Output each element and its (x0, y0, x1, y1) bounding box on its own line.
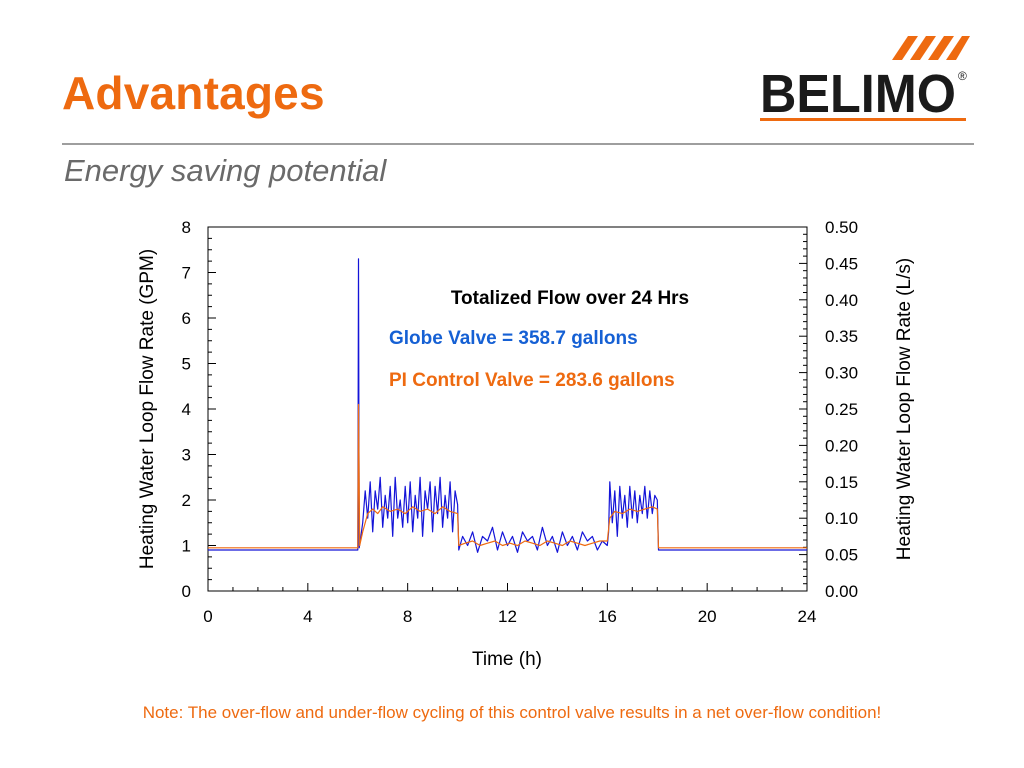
y-tick-label: 0 (182, 582, 191, 601)
plot-frame (207, 226, 808, 592)
y-tick-label: 7 (182, 264, 191, 283)
y-axis-label-right: Heating Water Loop Flow Rate (L/s) (894, 258, 915, 560)
series-line-pi (208, 403, 807, 549)
x-tick-label: 4 (303, 607, 312, 626)
annotation-heading: Totalized Flow over 24 Hrs (451, 288, 689, 309)
y2-tick-label: 0.35 (825, 327, 858, 346)
x-tick-label: 12 (498, 607, 517, 626)
y-tick-label: 1 (182, 537, 191, 556)
x-tick-label: 16 (598, 607, 617, 626)
y2-tick-label: 0.05 (825, 546, 858, 565)
logo-text: BELIMO (760, 64, 956, 124)
annotation-pi-valve: PI Control Valve = 283.6 gallons (389, 370, 675, 391)
y2-tick-label: 0.25 (825, 400, 858, 419)
flow-rate-chart: 0 4 8 12 16 20 240123456780.000.050.100.150.20… (137, 218, 915, 670)
y-tick-label: 4 (182, 400, 191, 419)
slide-title: Advantages (62, 67, 325, 119)
footnote: Note: The over-flow and under-flow cycli… (142, 703, 882, 722)
y2-tick-label: 0.15 (825, 473, 858, 492)
y2-tick-label: 0.45 (825, 254, 858, 273)
belimo-logo: BELIMO ® (760, 36, 970, 124)
y2-tick-label: 0.10 (825, 509, 858, 528)
logo-stripes-icon (892, 36, 970, 60)
y2-tick-label: 0.50 (825, 218, 858, 237)
y-tick-label: 6 (182, 309, 191, 328)
y2-tick-label: 0.30 (825, 364, 858, 383)
y-tick-label: 5 (182, 355, 191, 374)
annotation-globe-valve: Globe Valve = 358.7 gallons (389, 328, 638, 349)
logo-underline (760, 118, 966, 121)
series-lines (208, 258, 807, 553)
x-tick-label: 24 (798, 607, 817, 626)
axis-ticks: 0 4 8 12 16 20 240123456780.000.050.100.150.20… (182, 218, 859, 626)
x-axis-label: Time (h) (472, 649, 542, 670)
x-tick-label: 8 (403, 607, 412, 626)
y2-tick-label: 0.00 (825, 582, 858, 601)
y-tick-label: 2 (182, 491, 191, 510)
title-divider (62, 143, 974, 145)
x-tick-label: 0 (203, 607, 212, 626)
logo-registered-mark: ® (958, 69, 967, 83)
y-tick-label: 3 (182, 446, 191, 465)
slide-subtitle: Energy saving potential (64, 153, 387, 188)
y2-tick-label: 0.40 (825, 291, 858, 310)
x-tick-label: 20 (698, 607, 717, 626)
y-axis-label-left: Heating Water Loop Flow Rate (GPM) (137, 249, 158, 569)
y-tick-label: 8 (182, 218, 191, 237)
y2-tick-label: 0.20 (825, 436, 858, 455)
